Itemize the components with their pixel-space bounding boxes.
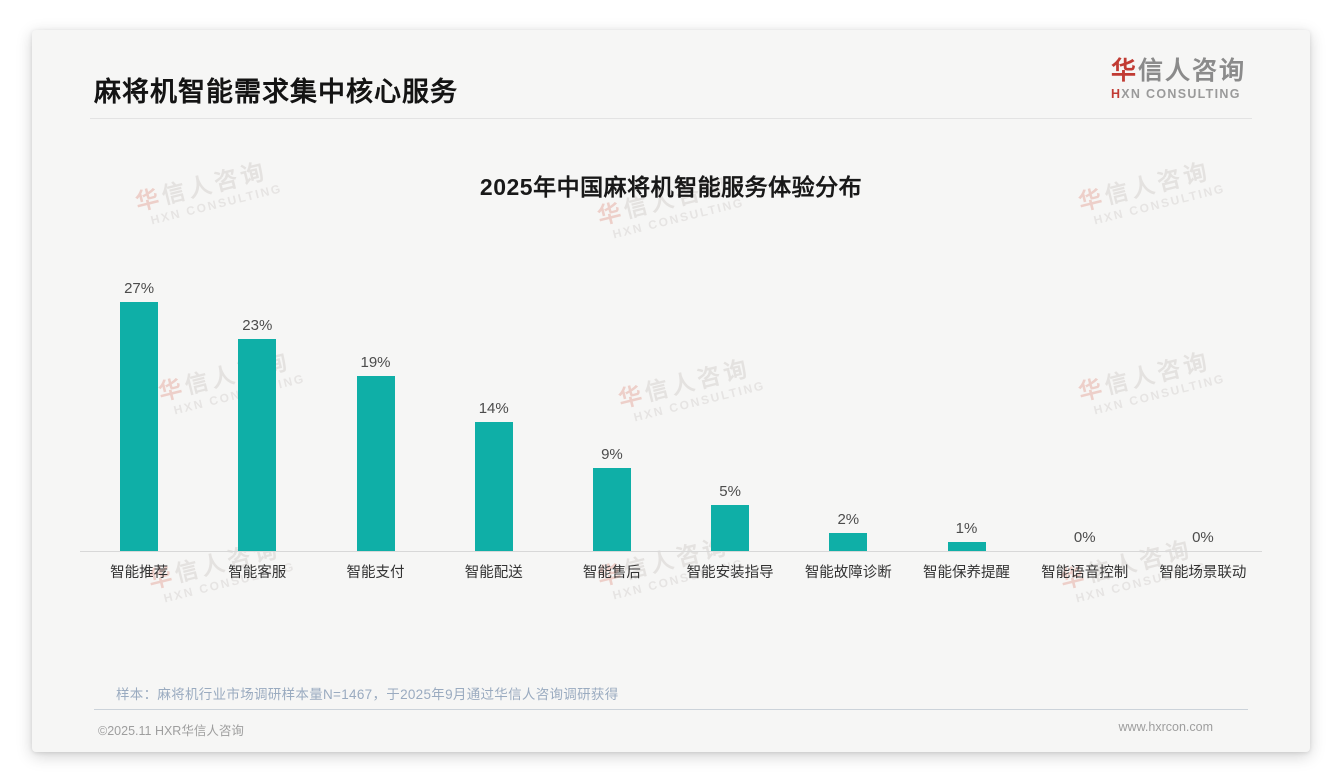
bar (474, 422, 513, 551)
logo-subtitle-rest: XN CONSULTING (1121, 86, 1241, 101)
bar (829, 533, 868, 551)
x-axis-category-label: 智能配送 (464, 565, 523, 581)
x-axis-category-label: 智能安装指导 (686, 565, 774, 581)
bar (238, 339, 277, 551)
x-axis-line (80, 551, 1262, 552)
x-axis-category-label: 智能客服 (228, 565, 287, 581)
x-axis-category-label: 智能推荐 (110, 565, 169, 581)
footer-copyright: ©2025.11 HXR华信人咨询 (98, 724, 244, 738)
bar-value-label: 9% (601, 446, 623, 463)
x-axis-category-label: 智能售后 (582, 565, 641, 581)
bar-column: 14% (435, 241, 553, 551)
watermark-subtitle-text: HXN CONSULTING (611, 195, 746, 242)
x-axis-category-labels: 智能推荐 智能客服 智能支付 智能配送 智能售后 智能安装指导 智能故障诊断 智能保养提醒 智能… (80, 561, 1262, 582)
bar-column: 9% (553, 241, 671, 551)
bar (120, 302, 159, 551)
x-axis-category-label: 智能语音控制 (1041, 565, 1129, 581)
bar-value-label: 14% (478, 400, 509, 417)
page-title: 麻将机智能需求集中核心服务 (94, 77, 458, 107)
bar (947, 542, 986, 551)
bar-chart-plot: 27% 23% 19% 14% 9% 5% 2% 1% 0% 0% (80, 241, 1262, 551)
report-card: 麻将机智能需求集中核心服务 华信人咨询 HXN CONSULTING 华信人咨询… (32, 30, 1310, 752)
bar-value-label: 5% (719, 483, 741, 500)
bar-column: 23% (198, 241, 316, 551)
logo-brand-rest: 信人咨询 (1137, 57, 1246, 85)
sample-note: 样本：麻将机行业市场调研样本量N=1467，于2025年9月通过华信人咨询调研获… (116, 687, 619, 702)
footer-divider (94, 709, 1248, 710)
bar-value-label: 19% (360, 354, 391, 371)
logo-subtitle: HXN CONSULTING (1111, 87, 1246, 101)
logo-brand-accent: 华 (1110, 57, 1138, 85)
footer-website: www.hxrcon.com (1118, 720, 1213, 734)
bar-value-label: 23% (242, 317, 273, 334)
bar (592, 468, 631, 551)
bar-column: 19% (316, 241, 434, 551)
bar-column: 27% (80, 241, 198, 551)
bar (711, 505, 750, 551)
footer: ©2025.11 HXR华信人咨询 www.hxrcon.com (98, 720, 1213, 739)
bar-column: 2% (789, 241, 907, 551)
bar-value-label: 0% (1192, 529, 1214, 546)
bar-value-label: 2% (837, 511, 860, 528)
bar-column: 5% (671, 241, 789, 551)
x-axis-category-label: 智能故障诊断 (804, 565, 892, 581)
bar-value-label: 27% (124, 280, 155, 297)
chart-title: 2025年中国麻将机智能服务体验分布 (479, 174, 863, 200)
company-logo: 华信人咨询 HXN CONSULTING (1110, 57, 1246, 101)
bar-value-label: 1% (955, 520, 978, 537)
bar-value-label: 0% (1073, 529, 1096, 546)
header-divider (90, 118, 1252, 119)
bar-column: 0% (1144, 241, 1262, 551)
bar-column: 1% (907, 241, 1025, 551)
bar-column: 0% (1026, 241, 1144, 551)
x-axis-category-label: 智能场景联动 (1159, 565, 1247, 581)
bar (356, 376, 395, 551)
x-axis-category-label: 智能支付 (346, 565, 405, 581)
x-axis-category-label: 智能保养提醒 (923, 565, 1011, 581)
logo-brand-text: 华信人咨询 (1110, 57, 1246, 86)
logo-subtitle-accent: H (1110, 86, 1122, 101)
